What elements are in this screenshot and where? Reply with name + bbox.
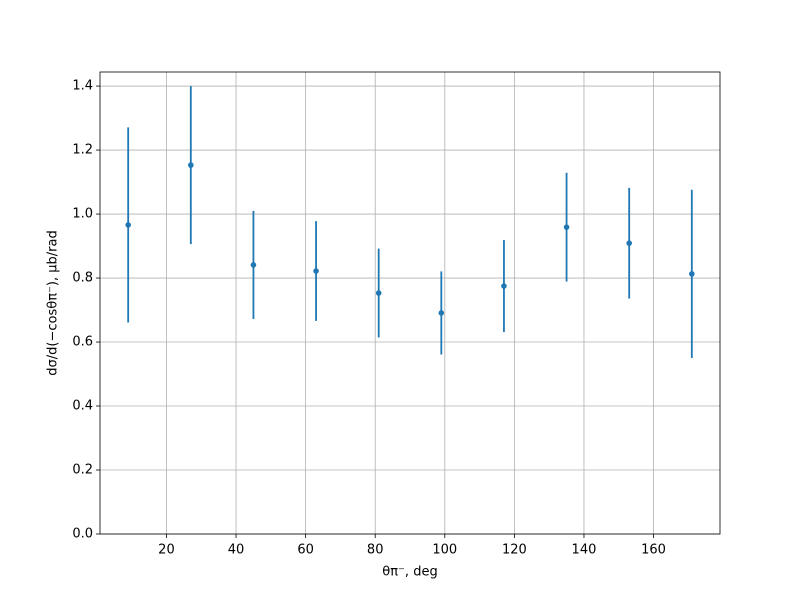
data-point [563,224,570,230]
x-tick-label: 40 [228,543,245,558]
x-tick-label: 60 [297,543,314,558]
y-tick-label: 1.2 [72,143,93,158]
y-tick-label: 1.4 [72,79,93,94]
data-point [438,310,445,316]
data-point [501,283,507,289]
x-tick-label: 100 [432,543,457,558]
data-point [689,271,695,277]
x-tick-label: 20 [158,543,175,558]
y-tick-label: 0.2 [72,463,93,478]
data-point [375,290,382,296]
x-tick-label: 120 [502,543,527,558]
plot-frame [99,71,721,535]
y-tick-label: 0.4 [72,399,93,414]
data-point [250,262,257,268]
x-tick-label: 80 [367,543,384,558]
data-point [626,240,632,246]
data-point [125,222,131,228]
x-tick-label: 160 [641,543,666,558]
y-tick-label: 1.0 [72,207,93,222]
x-axis-label: θπ⁻, deg [382,565,437,580]
y-tick-label: 0.8 [72,271,93,286]
data-point [188,162,194,168]
x-tick-label: 140 [572,543,597,558]
y-tick-label: 0.0 [72,527,93,542]
y-axis-label: dσ/d(−cosθπ⁻), μb/rad [46,230,61,375]
data-point [313,268,319,274]
y-tick-label: 0.6 [72,335,93,350]
